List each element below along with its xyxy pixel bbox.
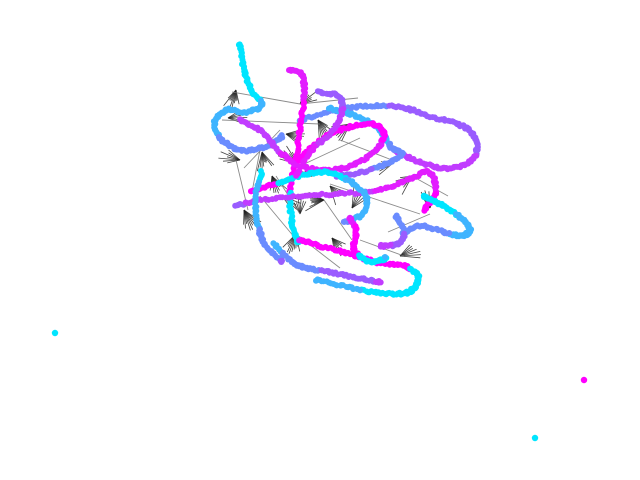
- isolated-node: [51, 329, 59, 337]
- graph-edge: [299, 97, 359, 105]
- graph-edge: [231, 91, 301, 105]
- graph-node: [421, 207, 428, 214]
- graph-edge: [243, 209, 254, 230]
- graph-edge: [411, 175, 449, 197]
- graph-node: [341, 218, 348, 225]
- graph-node: [347, 189, 354, 196]
- graph-edge: [299, 200, 304, 215]
- graph-edge: [387, 213, 431, 233]
- graph-node: [382, 254, 389, 260]
- graph-edge: [399, 248, 417, 257]
- graph-node: [290, 193, 297, 200]
- graph-edge: [227, 114, 243, 119]
- graph-node: [278, 259, 285, 265]
- graph-node: [278, 132, 285, 139]
- graph-edge: [299, 201, 307, 215]
- graph-edge: [227, 89, 237, 99]
- isolated-node: [580, 376, 588, 384]
- graph-edge: [220, 151, 241, 161]
- graph-edge: [228, 149, 241, 161]
- graph-node: [293, 172, 300, 179]
- graph-edge: [399, 255, 421, 259]
- graph-node: [377, 279, 384, 286]
- graph-nodes: [51, 41, 588, 442]
- graph-edge: [256, 151, 263, 172]
- graph-node: [378, 242, 385, 249]
- graph-edge: [298, 198, 301, 215]
- graph-edge: [222, 159, 241, 162]
- graph-edge: [339, 139, 393, 161]
- graph-edge: [323, 199, 353, 241]
- graph-edge: [218, 157, 241, 161]
- graph-edge: [351, 186, 355, 209]
- graph-edge: [317, 119, 320, 139]
- graph-edge: [251, 149, 261, 193]
- isolated-node: [531, 434, 539, 442]
- graph-edge: [299, 137, 361, 167]
- graph-edge: [329, 183, 421, 215]
- graph-edge: [351, 199, 365, 209]
- graph-node: [313, 277, 319, 284]
- graph-edge: [399, 251, 421, 257]
